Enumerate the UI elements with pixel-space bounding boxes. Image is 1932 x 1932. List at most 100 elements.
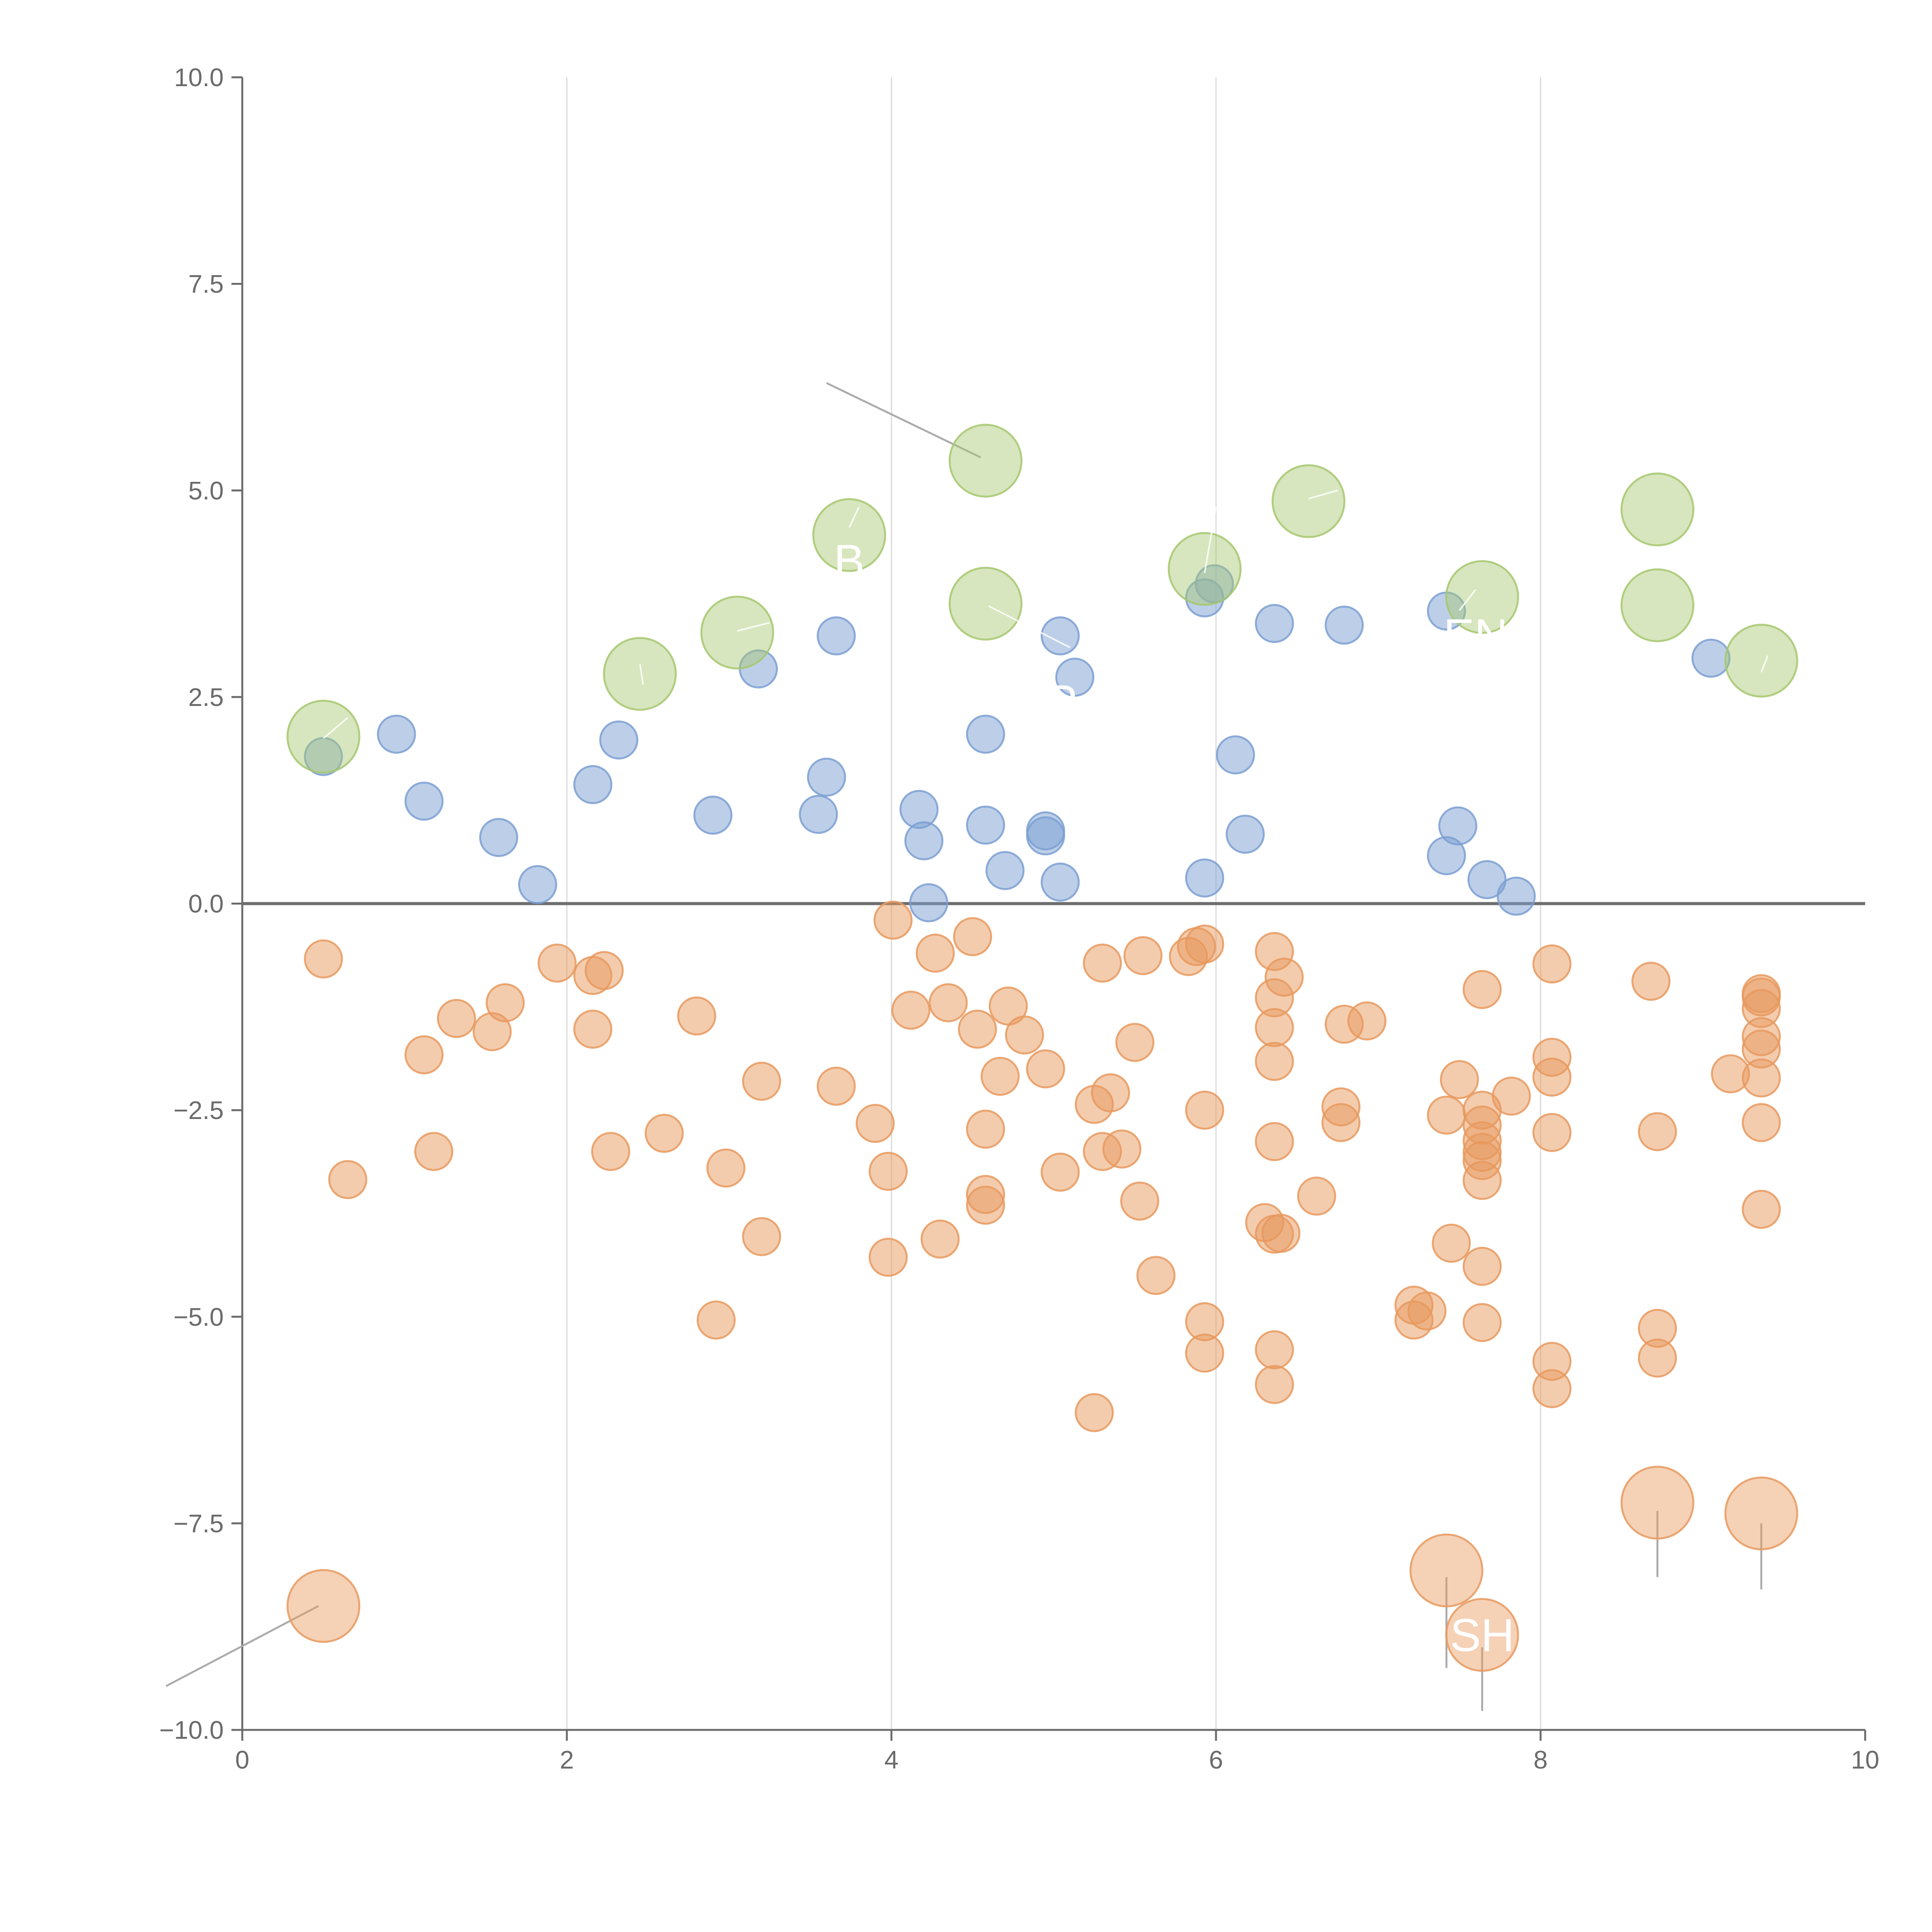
data-point-green-large — [949, 566, 1023, 641]
data-point-green-large — [603, 637, 677, 711]
data-point-orange-small — [404, 1035, 444, 1075]
data-point-blue-small — [909, 883, 949, 922]
data-point-orange-small — [1427, 1095, 1466, 1135]
data-points — [286, 423, 1798, 1672]
data-point-blue-small — [599, 720, 638, 760]
data-point-orange-small — [958, 1010, 997, 1049]
data-point-orange-small — [1742, 1190, 1781, 1229]
data-point-orange-small — [855, 1104, 895, 1143]
data-point-orange-small — [980, 1056, 1020, 1096]
data-point-blue-small — [573, 765, 612, 804]
x-tick-label: 0 — [235, 1745, 250, 1774]
data-point-orange-small — [1136, 1256, 1176, 1295]
annotation-inner-line — [848, 507, 860, 528]
data-point-orange-large — [1409, 1533, 1483, 1607]
data-point-orange-small — [304, 939, 343, 979]
y-tick-label: 0.0 — [188, 889, 224, 918]
data-point-orange-small — [1264, 957, 1304, 997]
data-point-orange-large — [1620, 1466, 1694, 1540]
data-point-blue-small — [1041, 862, 1080, 902]
data-point-green-large — [1724, 624, 1798, 698]
annotation-inner-line — [737, 622, 770, 632]
data-point-blue-small — [1185, 858, 1225, 898]
data-point-orange-small — [1075, 1393, 1114, 1432]
data-point-orange-small — [873, 900, 913, 940]
data-point-orange-small — [1123, 936, 1163, 975]
data-point-orange-small — [1255, 1330, 1294, 1369]
y-tick-label: 7.5 — [188, 270, 224, 298]
data-point-orange-small — [869, 1151, 908, 1191]
data-point-orange-small — [915, 934, 955, 973]
annotation-inner-line — [1459, 589, 1476, 611]
data-point-orange-large — [1445, 1598, 1519, 1672]
data-point-orange-small — [1120, 1181, 1160, 1221]
data-point-orange-small — [1492, 1077, 1531, 1116]
data-point-orange-small — [1532, 944, 1571, 984]
data-point-orange-small — [1347, 1001, 1387, 1041]
data-point-blue-small — [966, 714, 1005, 754]
data-point-orange-small — [1185, 1333, 1225, 1373]
data-point-blue-small — [985, 851, 1025, 890]
data-point-green-large — [812, 498, 886, 572]
data-point-green-large — [286, 700, 361, 774]
data-point-orange-small — [1638, 1338, 1677, 1378]
data-point-orange-small — [953, 917, 992, 956]
data-point-blue-small — [1195, 564, 1234, 604]
data-point-orange-small — [966, 1185, 1005, 1225]
data-point-green-large — [1620, 472, 1694, 546]
data-point-blue-small — [816, 616, 856, 656]
data-point-orange-small — [1026, 1049, 1065, 1088]
data-point-blue-small — [1255, 604, 1294, 643]
y-tick-label: 2.5 — [188, 683, 224, 711]
data-point-orange-small — [1638, 1112, 1677, 1151]
x-tick-label: 6 — [1209, 1745, 1223, 1774]
data-point-orange-small — [920, 1219, 960, 1259]
y-tick-label: −2.5 — [173, 1096, 224, 1124]
data-point-orange-small — [677, 996, 716, 1036]
data-point-orange-small — [869, 1238, 908, 1277]
data-point-orange-small — [1407, 1291, 1447, 1331]
data-point-orange-small — [591, 1132, 630, 1171]
data-point-blue-small — [404, 781, 444, 821]
data-point-orange-small — [1463, 970, 1502, 1009]
data-point-orange-small — [1321, 1103, 1361, 1142]
annotation-inner-line — [1760, 655, 1769, 673]
data-point-blue-small — [518, 865, 557, 904]
data-point-orange-small — [1463, 1303, 1502, 1342]
data-point-orange-small — [1185, 924, 1225, 964]
data-point-blue-small — [1325, 605, 1364, 645]
data-point-orange-small — [1532, 1369, 1571, 1408]
data-point-orange-small — [1440, 1060, 1479, 1099]
data-point-orange-small — [1532, 1058, 1571, 1097]
data-point-orange-small — [1261, 1214, 1301, 1253]
data-point-blue-small — [904, 821, 944, 861]
data-point-orange-small — [891, 990, 930, 1030]
data-point-orange-small — [1255, 1042, 1294, 1081]
data-point-orange-small — [1631, 962, 1671, 1001]
data-point-orange-small — [537, 943, 577, 983]
data-point-orange-small — [1041, 1153, 1080, 1192]
annotation-label: SH — [1450, 1609, 1514, 1661]
data-point-orange-large — [286, 1569, 361, 1643]
data-point-orange-small — [1185, 1090, 1225, 1130]
axes: 0 2 4 6 8 10 −10.0 −7.5 −5.0 −2.5 0.0 2.5 5.0 7.5 10.0 — [159, 63, 1879, 1774]
data-point-orange-small — [1432, 1223, 1471, 1263]
annotation-inner-lines — [323, 490, 1769, 739]
data-point-blue-small — [1041, 616, 1080, 656]
data-point-blue-small — [966, 805, 1005, 845]
data-point-blue-small — [1026, 816, 1065, 855]
y-tick-label: −7.5 — [173, 1509, 224, 1537]
annotation-inner-line — [1308, 490, 1338, 500]
data-point-orange-small — [706, 1148, 746, 1188]
data-point-orange-small — [1742, 1058, 1781, 1098]
annotation-label: EN — [1444, 609, 1508, 661]
data-point-orange-large — [1724, 1476, 1798, 1551]
data-point-orange-small — [1297, 1177, 1336, 1216]
data-point-blue-small — [693, 796, 733, 835]
x-tick-label: 10 — [1851, 1745, 1879, 1774]
data-point-blue-small — [1467, 860, 1507, 899]
data-point-green-large — [1620, 568, 1694, 643]
data-point-orange-small — [1083, 943, 1122, 983]
